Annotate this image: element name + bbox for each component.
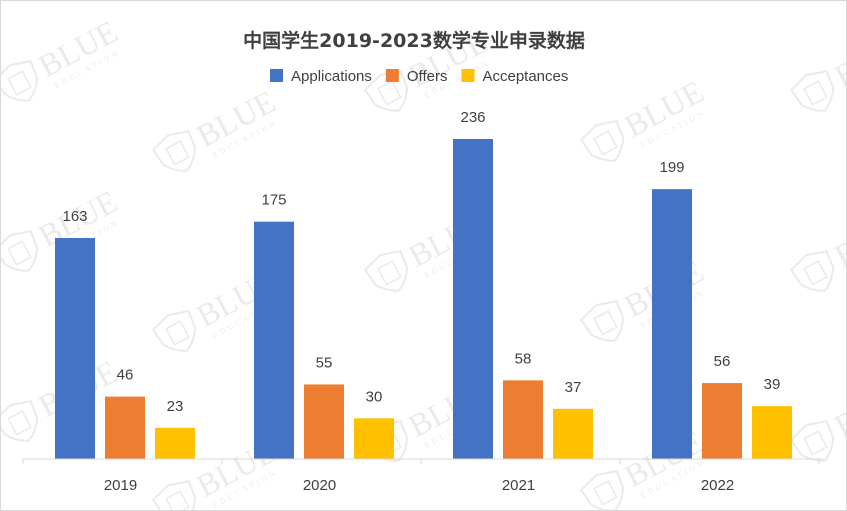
- data-label-acceptances-2019: 23: [167, 398, 184, 415]
- legend-swatch: [385, 69, 399, 82]
- bar-applications-2021: [453, 139, 493, 459]
- book-icon: [7, 70, 32, 96]
- data-label-offers-2022: 56: [714, 353, 731, 370]
- x-tick-label-2022: 2022: [701, 477, 734, 494]
- bar-applications-2019: [55, 237, 95, 459]
- bar-offers-2021: [503, 380, 543, 459]
- legend-item-offers: Offers: [385, 68, 448, 85]
- legend-item-applications: Applications: [270, 68, 372, 85]
- data-label-applications-2022: 199: [659, 159, 684, 176]
- legend-swatch: [461, 69, 475, 82]
- x-tick-label-2021: 2021: [502, 477, 535, 494]
- x-axis-ticks: 2019 2020 2021 2022: [22, 459, 820, 494]
- bar-offers-2019: [105, 396, 145, 459]
- legend-label: Applications: [291, 68, 372, 85]
- chart-title: 中国学生2019-2023数学专业申录数据: [243, 29, 585, 52]
- data-label-acceptances-2021: 37: [565, 379, 582, 396]
- shield-icon: [151, 479, 197, 510]
- bars: 163 46 23 175 55 30 236 58 37 199 56 39: [55, 109, 792, 459]
- data-label-applications-2021: 236: [460, 109, 485, 126]
- legend-item-acceptances: Acceptances: [461, 68, 568, 85]
- shield-icon: [789, 249, 835, 292]
- book-icon: [165, 140, 190, 166]
- bar-acceptances-2022: [752, 406, 792, 459]
- data-label-applications-2020: 175: [261, 192, 286, 209]
- shield-icon: [579, 119, 625, 162]
- book-icon: [165, 490, 190, 510]
- book-icon: [593, 130, 618, 156]
- book-icon: [7, 410, 32, 436]
- data-label-applications-2019: 163: [62, 208, 87, 225]
- data-label-offers-2021: 58: [515, 350, 532, 367]
- book-icon: [7, 240, 32, 266]
- data-label-acceptances-2022: 39: [764, 376, 781, 393]
- data-label-offers-2019: 46: [117, 367, 134, 384]
- book-icon: [803, 260, 828, 286]
- legend-label: Offers: [407, 68, 448, 85]
- x-tick-label-2019: 2019: [104, 477, 137, 494]
- bar-offers-2022: [702, 383, 742, 459]
- shield-icon: [1, 59, 39, 102]
- book-icon: [377, 260, 402, 286]
- book-icon: [377, 80, 402, 106]
- legend: Applications Offers Acceptances: [270, 68, 568, 85]
- bar-offers-2020: [304, 384, 344, 459]
- data-label-offers-2020: 55: [316, 354, 333, 371]
- x-tick-label-2020: 2020: [303, 477, 336, 494]
- book-icon: [803, 430, 828, 456]
- data-label-acceptances-2020: 30: [366, 388, 383, 405]
- legend-label: Acceptances: [482, 68, 568, 85]
- legend-swatch: [270, 69, 283, 82]
- book-icon: [165, 320, 190, 346]
- book-icon: [803, 80, 828, 106]
- shield-icon: [1, 399, 39, 442]
- bar-applications-2020: [254, 221, 294, 459]
- shield-icon: [579, 469, 625, 510]
- book-icon: [593, 480, 618, 506]
- shield-icon: [1, 229, 39, 272]
- shield-icon: [363, 249, 409, 292]
- shield-icon: [363, 69, 409, 112]
- bar-acceptances-2020: [354, 418, 394, 459]
- book-icon: [593, 310, 618, 336]
- shield-icon: [579, 299, 625, 342]
- shield-icon: [789, 419, 835, 462]
- bar-acceptances-2019: [155, 427, 195, 459]
- shield-icon: [151, 129, 197, 172]
- shield-icon: [789, 69, 835, 112]
- shield-icon: [151, 309, 197, 352]
- bar-applications-2022: [652, 189, 692, 459]
- bar-acceptances-2021: [553, 408, 593, 459]
